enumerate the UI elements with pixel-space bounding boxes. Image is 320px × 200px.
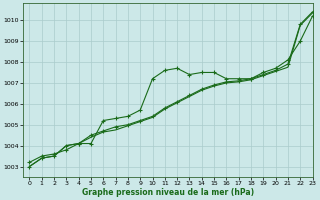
X-axis label: Graphe pression niveau de la mer (hPa): Graphe pression niveau de la mer (hPa): [82, 188, 254, 197]
